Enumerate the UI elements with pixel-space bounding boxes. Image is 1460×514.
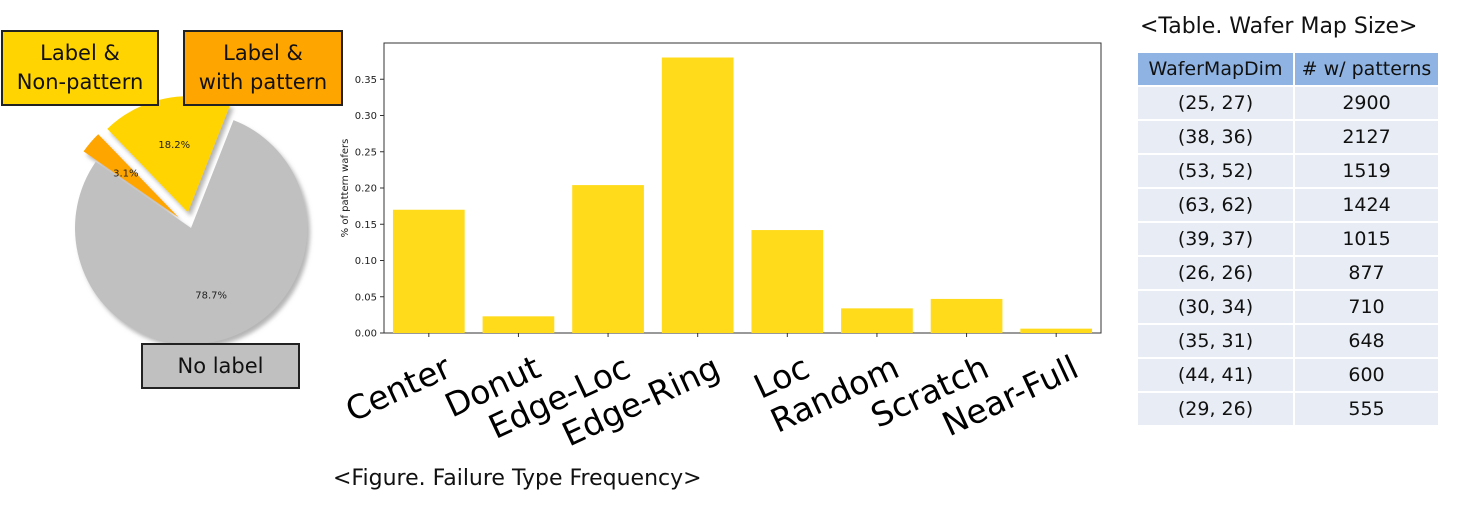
callout-no-label-text: No label	[177, 353, 264, 378]
table-cell-dim: (26, 26)	[1138, 255, 1295, 290]
table-row: (38, 36) 2127	[1138, 119, 1438, 154]
table-row: (53, 52) 1519	[1138, 153, 1438, 188]
legend-callout-label-non-pattern: Label & Non-pattern	[1, 30, 159, 106]
table-row: (26, 26) 877	[1138, 255, 1438, 290]
column-header-count: # w/ patterns	[1294, 53, 1438, 86]
bar-chart: 0.00 0.05 0.10 0.15 0.20 0.25 0.30 0.35 % of pat…	[340, 42, 1102, 454]
y-tick-label: 0.15	[355, 220, 377, 231]
table-cell-count: 555	[1294, 391, 1438, 425]
table-cell-count: 1519	[1294, 153, 1438, 188]
table-row: (39, 37) 1015	[1138, 221, 1438, 256]
table-cell-count: 877	[1294, 255, 1438, 290]
pie-slice-labels: 18.2% 3.1% 78.7%	[113, 140, 227, 302]
table-row: (44, 41) 600	[1138, 357, 1438, 392]
x-tick-label: Center	[340, 347, 458, 429]
y-tick-label: 0.30	[355, 111, 377, 122]
table-cell-dim: (30, 34)	[1138, 289, 1295, 324]
plot-frame	[383, 42, 1102, 334]
table-cell-dim: (38, 36)	[1138, 119, 1295, 154]
bar-random	[841, 308, 913, 333]
pie-slice-label: 3.1%	[113, 169, 138, 180]
table-cell-dim: (44, 41)	[1138, 357, 1295, 392]
table-cell-dim: (63, 62)	[1138, 187, 1295, 222]
callout-label-non-pattern-text: Label & Non-pattern	[16, 41, 144, 94]
table-row: (63, 62) 1424	[1138, 187, 1438, 222]
table-cell-dim: (29, 26)	[1138, 391, 1295, 425]
table-row: (30, 34) 710	[1138, 289, 1438, 324]
callout-label-with-pattern-text: Label & with pattern	[198, 41, 328, 94]
table-cell-dim: (35, 31)	[1138, 323, 1295, 358]
bar-edge-loc	[572, 185, 644, 333]
y-tick-label: 0.10	[355, 256, 377, 267]
bar-donut	[482, 316, 555, 333]
bar-loc	[751, 230, 824, 333]
table-header-row: WaferMapDim # w/ patterns	[1138, 53, 1438, 86]
y-axis-label: % of pattern wafers	[340, 139, 351, 238]
table-cell-count: 1015	[1294, 221, 1438, 256]
table-row: (25, 27) 2900	[1138, 85, 1438, 120]
table-cell-dim: (39, 37)	[1138, 221, 1295, 256]
y-tick-label: 0.35	[355, 75, 377, 86]
table-cell-count: 2900	[1294, 85, 1438, 120]
bar-center	[392, 209, 465, 333]
table-caption: <Table. Wafer Map Size>	[1140, 14, 1418, 39]
pie-slice-label-with-pattern	[83, 134, 179, 218]
table-cell-dim: (25, 27)	[1138, 85, 1295, 120]
y-tick-label: 0.00	[355, 329, 377, 340]
table-row: (35, 31) 648	[1138, 323, 1438, 358]
bar-near-full	[1020, 328, 1093, 333]
y-tick-label: 0.25	[355, 147, 377, 158]
table-cell-count: 710	[1294, 289, 1438, 324]
pie-chart	[75, 96, 307, 344]
pie-slice-no-label	[75, 120, 307, 344]
y-tick-label: 0.05	[355, 292, 377, 303]
pie-slice-label-non-pattern	[107, 96, 231, 213]
table-row: (29, 26) 555	[1138, 391, 1438, 425]
table-cell-dim: (53, 52)	[1138, 153, 1295, 188]
wafer-map-size-table: WaferMapDim # w/ patterns (25, 27) 2900 (…	[1138, 53, 1438, 425]
figure-caption: <Figure. Failure Type Frequency>	[333, 466, 702, 491]
table-cell-count: 648	[1294, 323, 1438, 358]
table-cell-count: 1424	[1294, 187, 1438, 222]
column-header-wafer-map-dim: WaferMapDim	[1138, 53, 1295, 86]
pie-slice-label: 18.2%	[158, 140, 190, 151]
table-cell-count: 2127	[1294, 119, 1438, 154]
bar-edge-ring	[661, 57, 734, 333]
y-tick-label: 0.20	[355, 184, 377, 195]
bar-scratch	[930, 298, 1003, 333]
pie-slice-label: 78.7%	[195, 291, 227, 302]
legend-callout-no-label: No label	[141, 343, 300, 389]
legend-callout-label-with-pattern: Label & with pattern	[183, 30, 343, 106]
table-cell-count: 600	[1294, 357, 1438, 392]
